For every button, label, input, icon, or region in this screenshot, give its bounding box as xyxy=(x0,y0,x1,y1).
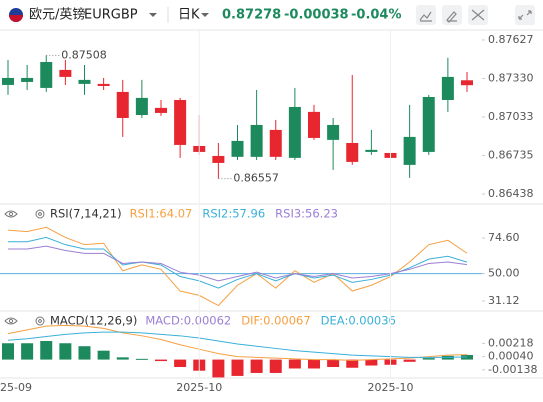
tool-button[interactable] xyxy=(515,5,535,25)
macd-bar xyxy=(212,359,225,378)
dropdown-caret[interactable] xyxy=(149,13,157,17)
candle-body xyxy=(308,111,320,138)
candle-body xyxy=(231,140,244,157)
indicator-line xyxy=(7,226,468,307)
candle-body xyxy=(116,91,129,118)
candle-body xyxy=(2,77,14,85)
candle-body xyxy=(269,129,282,157)
macd-bar xyxy=(2,343,14,360)
macd-bar xyxy=(135,358,148,360)
macd-bar xyxy=(21,343,34,360)
macd-bar xyxy=(231,359,244,376)
legend-entry: DEA:0.00036 xyxy=(321,314,396,328)
macd-bar xyxy=(97,350,110,360)
annotation: 0.87508 xyxy=(61,48,107,61)
y-tick-label: 74.60 xyxy=(488,231,520,244)
macd-bar xyxy=(308,359,320,369)
y-tick-label: 0.87627 xyxy=(488,33,534,46)
y-tick-label: 0.00040 xyxy=(488,350,534,363)
indicator-line xyxy=(7,324,468,361)
candle-body xyxy=(135,97,148,115)
price-change: -0.00038 xyxy=(284,8,349,23)
candle-body xyxy=(212,155,225,163)
macd-bar xyxy=(403,359,416,362)
flag-icon xyxy=(9,8,23,22)
y-tick-label: 0.87033 xyxy=(488,110,534,123)
macd-bar xyxy=(59,343,72,360)
macd-bar xyxy=(365,359,378,366)
legend-entry: RSI2:57.96 xyxy=(202,207,265,221)
macd-bar xyxy=(269,359,282,373)
candle-body xyxy=(346,142,359,162)
macd-bar xyxy=(288,359,301,369)
macd-bar xyxy=(155,359,167,362)
period[interactable]: 日K xyxy=(178,8,200,23)
indicator-title: MACD(12,26,9) xyxy=(50,314,137,328)
macd-bar xyxy=(40,341,53,360)
candle-body xyxy=(174,99,187,145)
y-tick-label: 0.87330 xyxy=(488,71,534,84)
candle-body xyxy=(365,149,378,152)
y-tick-label: 0.86735 xyxy=(488,149,534,162)
legend-entry: DIF:0.00067 xyxy=(241,314,310,328)
price-change-pct: -0.04% xyxy=(351,8,402,23)
y-tick-label: 50.00 xyxy=(488,267,520,280)
macd-bar xyxy=(116,357,129,360)
annotation: 0.86557 xyxy=(233,172,279,185)
macd-bar xyxy=(422,358,435,360)
macd-bar xyxy=(346,359,359,368)
indicator-icon xyxy=(419,11,432,22)
fullscreen-icon xyxy=(518,10,532,20)
candle-body xyxy=(78,79,91,84)
tool-button[interactable] xyxy=(416,5,436,25)
macd-bar xyxy=(250,359,263,373)
settings-icon xyxy=(471,9,485,21)
candle-body xyxy=(59,69,72,77)
candle-body xyxy=(40,62,53,88)
candle-body xyxy=(422,96,435,152)
macd-bar xyxy=(327,359,340,368)
y-tick-label: -0.00138 xyxy=(488,363,537,376)
candle-body xyxy=(21,77,34,82)
symbol-name[interactable]: 欧元/英镑 xyxy=(29,7,85,23)
y-tick-label: 0.00218 xyxy=(488,336,534,349)
legend-entry: RSI1:64.07 xyxy=(130,207,193,221)
dropdown-caret[interactable] xyxy=(201,13,209,17)
macd-bar xyxy=(174,359,187,368)
x-tick-label: 2025-10 xyxy=(176,381,222,394)
y-tick-label: 0.86438 xyxy=(488,187,534,200)
candle-body xyxy=(155,107,167,113)
macd-header-icons[interactable] xyxy=(4,316,45,326)
indicator-title: RSI(7,14,21) xyxy=(50,207,122,221)
candle-body xyxy=(461,80,473,86)
candle-body xyxy=(250,124,263,157)
y-tick-label: 31.12 xyxy=(488,294,520,307)
draw-icon xyxy=(446,11,457,23)
legend-entry: RSI3:56.23 xyxy=(275,207,338,221)
legend-entry: MACD:0.00062 xyxy=(145,314,231,328)
candle-body xyxy=(288,106,301,158)
indicator-line xyxy=(7,331,468,358)
x-tick-label: 2025-10 xyxy=(368,381,414,394)
indicator-line xyxy=(8,245,468,282)
macd-bar xyxy=(78,346,91,360)
symbol[interactable]: EURGBP xyxy=(84,8,138,23)
candle-body xyxy=(441,76,454,100)
indicator-line xyxy=(8,236,468,289)
x-tick-label: 25-09 xyxy=(0,381,32,394)
candle-body xyxy=(327,124,340,140)
candle-body xyxy=(97,83,110,86)
price: 0.87278 xyxy=(222,8,281,23)
candle-body xyxy=(403,136,416,165)
rsi-header-icons[interactable] xyxy=(4,209,45,219)
